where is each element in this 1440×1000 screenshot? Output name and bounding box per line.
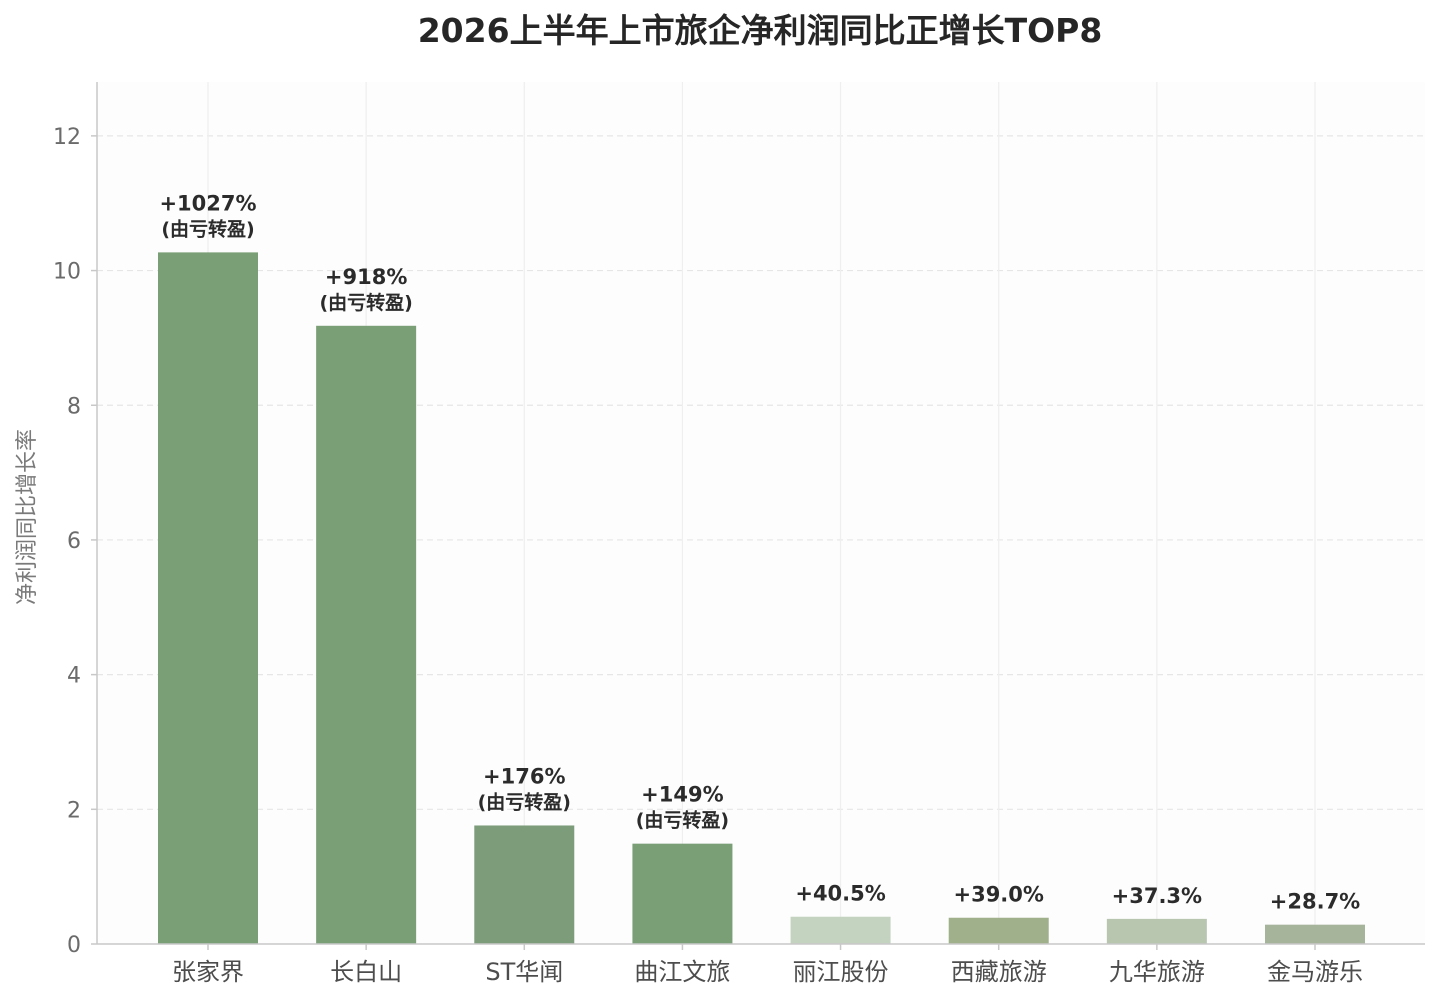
y-axis-label: 净利润同比增长率 <box>15 429 40 605</box>
plot-area <box>97 82 1425 944</box>
bar-note-label: (由亏转盈) <box>319 291 412 314</box>
bar-note-label: (由亏转盈) <box>636 809 729 832</box>
x-tick-label: ST华闻 <box>485 958 563 986</box>
x-tick-label: 金马游乐 <box>1267 958 1363 986</box>
bars <box>158 252 1365 944</box>
axes <box>91 82 1425 950</box>
bar-note-label: (由亏转盈) <box>161 217 254 240</box>
y-tick-label: 12 <box>53 125 81 150</box>
x-tick-label: 九华旅游 <box>1109 958 1205 986</box>
x-tick-label: 曲江文旅 <box>634 958 730 986</box>
bar-value-label: +176% <box>483 764 565 788</box>
bar-value-label: +28.7% <box>1270 890 1360 914</box>
bar-value-label: +1027% <box>159 191 256 215</box>
bar-value-label: +37.3% <box>1112 884 1202 908</box>
bar-note-label: (由亏转盈) <box>478 790 571 813</box>
bar <box>948 917 1049 944</box>
bar-value-label: +40.5% <box>795 882 885 906</box>
bar <box>790 916 891 944</box>
bar <box>474 825 575 944</box>
chart-title: 2026上半年上市旅企净利润同比正增长TOP8 <box>418 11 1103 50</box>
y-tick-label: 10 <box>53 260 81 285</box>
bar <box>158 252 258 944</box>
bar <box>632 843 733 944</box>
y-tick-label: 4 <box>67 664 81 689</box>
x-tick-label: 长白山 <box>330 958 402 986</box>
bar-value-label: +918% <box>325 265 407 289</box>
bar-value-label: +39.0% <box>953 883 1043 907</box>
x-tick-label: 张家界 <box>172 958 244 986</box>
bar <box>316 325 417 944</box>
bar-value-label: +149% <box>641 783 723 807</box>
bar <box>1106 918 1207 944</box>
bar <box>1265 924 1365 944</box>
x-tick-label: 丽江股份 <box>793 958 889 986</box>
y-tick-label: 8 <box>67 394 81 419</box>
y-tick-label: 2 <box>67 798 81 823</box>
y-tick-label: 6 <box>67 529 81 554</box>
y-tick-label: 0 <box>67 933 81 958</box>
x-tick-label: 西藏旅游 <box>951 958 1047 986</box>
labels: 024681012张家界+1027%(由亏转盈)长白山+918%(由亏转盈)ST… <box>53 125 1363 986</box>
